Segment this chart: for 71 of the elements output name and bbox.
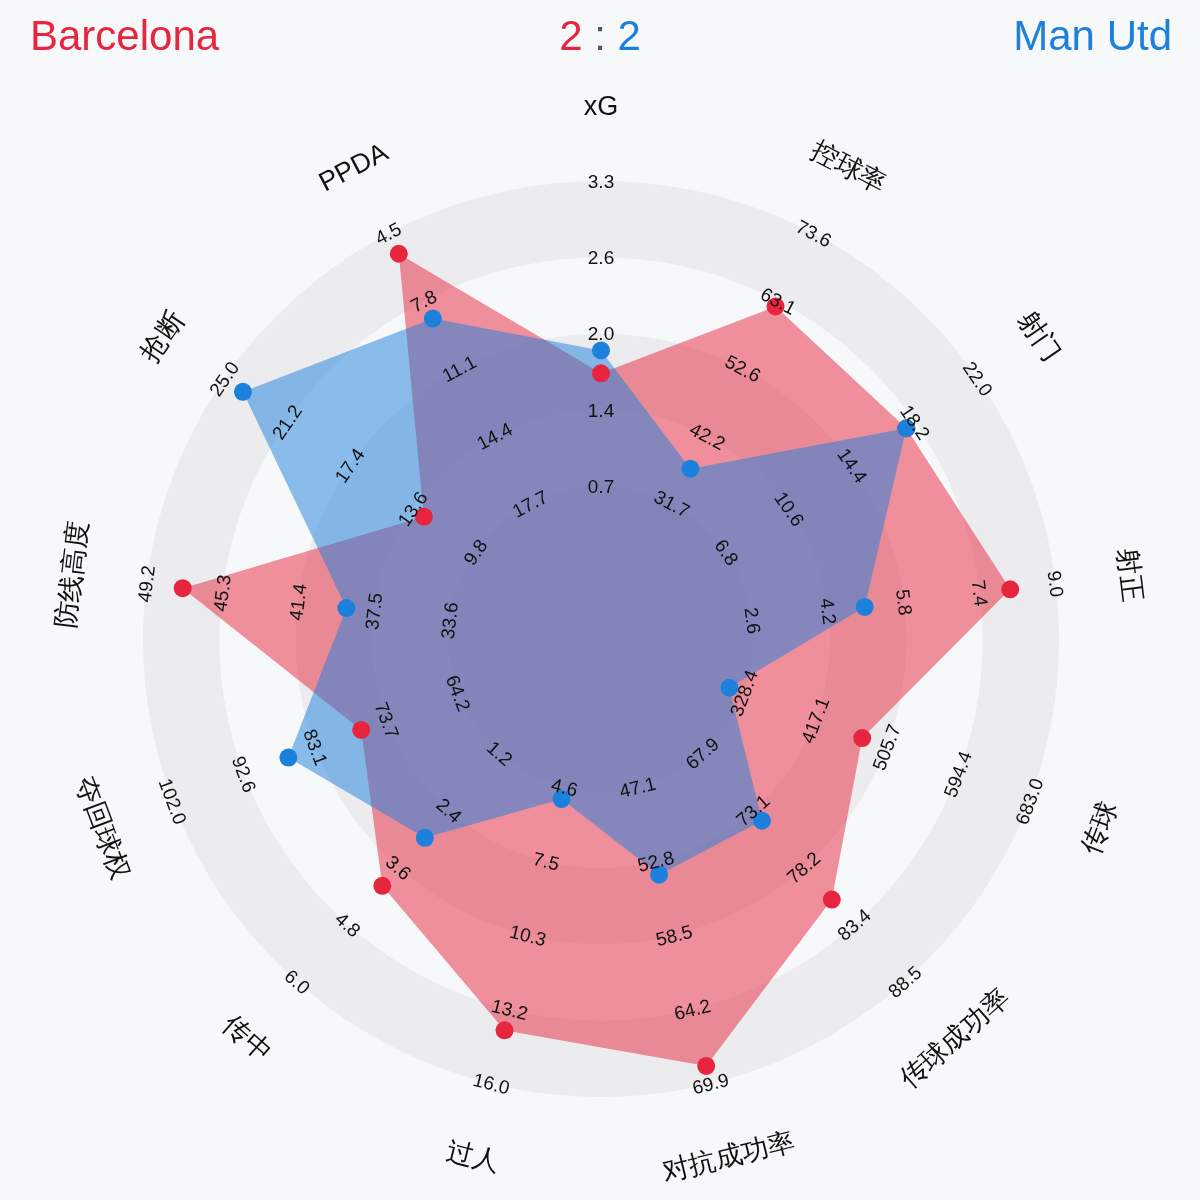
text: 33.6 — [436, 600, 463, 641]
spoke-label: 防线高度 — [50, 519, 94, 631]
text: 64.2 — [441, 672, 475, 715]
text: 45.3 — [209, 573, 235, 613]
spoke-label: 射正 — [1111, 546, 1149, 604]
text: 14.4 — [473, 418, 517, 455]
text: 11.1 — [438, 351, 480, 387]
text: 0.7 — [587, 475, 615, 497]
text: 52.8 — [635, 846, 677, 876]
text: 58.5 — [653, 920, 695, 951]
spoke-label: 传球 — [1075, 797, 1123, 859]
text: 102.0 — [154, 775, 192, 828]
text: 92.6 — [227, 753, 261, 796]
text: 13.2 — [489, 994, 531, 1025]
text: 37.5 — [361, 591, 387, 632]
spoke-label: 射门 — [1011, 305, 1068, 367]
text: 4.5 — [371, 218, 405, 249]
text: 73.1 — [732, 790, 774, 831]
text: 7.4 — [967, 578, 992, 608]
spoke-label: xG — [583, 91, 619, 121]
text: Man Utd — [1013, 12, 1172, 59]
text: 4.8 — [331, 908, 365, 942]
text: 7.8 — [407, 285, 441, 317]
spoke-label: 过人 — [443, 1135, 504, 1178]
text: 47.1 — [617, 772, 659, 802]
text: 73.6 — [792, 215, 836, 252]
text: 7.5 — [530, 847, 562, 875]
text: 1.2 — [482, 736, 517, 770]
text: 6.8 — [710, 535, 743, 570]
text: 63.1 — [757, 283, 800, 319]
text: 88.5 — [883, 961, 926, 1002]
text: 6.0 — [280, 965, 315, 999]
text: 2.6 — [740, 606, 765, 635]
text: 10.3 — [507, 920, 549, 951]
text: 2.6 — [587, 246, 615, 268]
spoke-label: 抢断 — [134, 305, 191, 367]
chart-title: 2 : 2 — [559, 12, 641, 59]
text: 78.2 — [782, 847, 825, 888]
text: 328.4 — [725, 666, 763, 720]
text: 16.0 — [470, 1069, 512, 1099]
text: 417.1 — [796, 694, 834, 747]
text: 73.7 — [370, 699, 404, 742]
text: 2.0 — [587, 323, 615, 345]
text: 64.2 — [671, 994, 713, 1025]
text: 5.8 — [892, 587, 917, 617]
text: 1.4 — [587, 399, 615, 421]
text: 9.8 — [459, 535, 492, 570]
text: 4.2 — [816, 597, 841, 626]
text: 4.6 — [549, 773, 580, 801]
text: 83.4 — [833, 904, 876, 945]
text: 83.1 — [299, 726, 332, 769]
spoke-label: 夺回球权 — [69, 772, 136, 884]
text: 31.7 — [650, 485, 694, 522]
text: 49.2 — [133, 564, 159, 604]
text: Barcelona — [30, 12, 220, 59]
spoke-label: 传中 — [217, 1008, 278, 1068]
spoke-label: 对抗成功率 — [659, 1125, 798, 1188]
text: 594.4 — [939, 747, 977, 801]
text: 52.6 — [721, 350, 765, 387]
text: 17.7 — [508, 485, 552, 522]
text: 41.4 — [285, 582, 311, 622]
text: 69.9 — [690, 1069, 732, 1099]
text: 683.0 — [1010, 775, 1048, 828]
text: 3.6 — [381, 850, 416, 885]
text: 505.7 — [868, 721, 905, 774]
text: 3.3 — [587, 170, 615, 192]
text: 42.2 — [686, 418, 729, 455]
spoke-label: 控球率 — [805, 134, 892, 200]
text: 9.0 — [1043, 569, 1068, 599]
text: 2.4 — [432, 793, 467, 828]
text: 67.9 — [681, 733, 724, 774]
